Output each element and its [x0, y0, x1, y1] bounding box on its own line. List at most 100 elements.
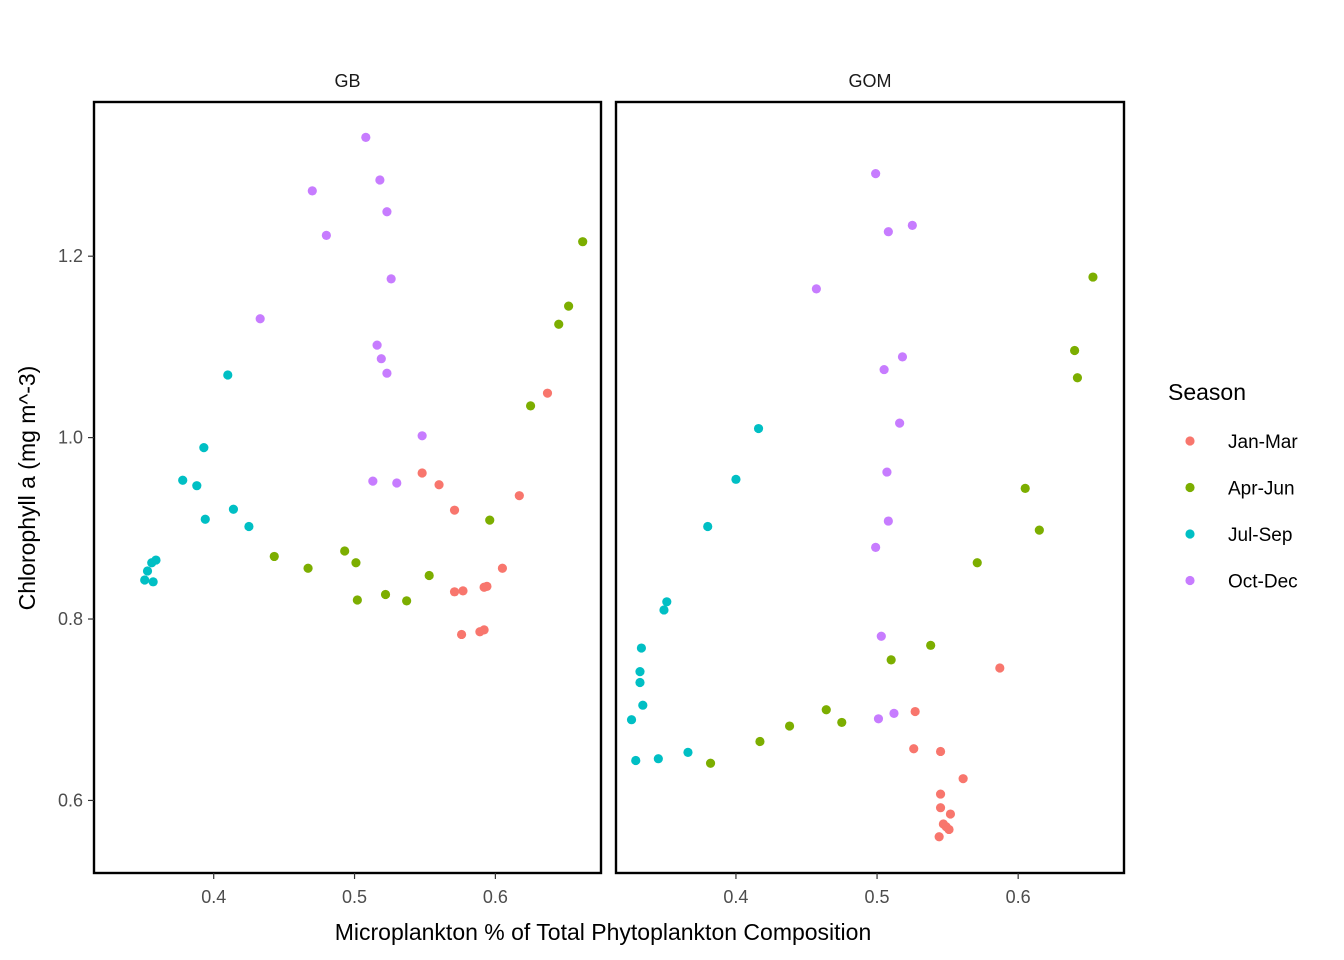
legend-key — [1185, 436, 1195, 446]
data-point — [883, 516, 893, 526]
data-point — [653, 754, 663, 764]
data-point — [897, 352, 908, 362]
data-point — [307, 186, 317, 196]
data-point — [368, 476, 378, 486]
data-point — [995, 663, 1005, 673]
data-point — [269, 551, 279, 562]
y-tick-label: 1.2 — [58, 246, 83, 266]
data-point — [578, 237, 588, 247]
data-point — [882, 467, 892, 477]
data-point — [753, 423, 764, 434]
data-point — [376, 354, 386, 364]
data-point — [456, 629, 467, 640]
data-point — [945, 809, 956, 819]
panel-border — [92, 100, 603, 875]
series-oct-dec — [811, 169, 917, 724]
axes-text: 0.4 0.5 0.6 0.6 0.8 1.0 1.2 0.4 0.5 0.6 — [58, 246, 1031, 907]
series-apr-jun — [705, 272, 1098, 768]
data-point — [148, 577, 158, 587]
data-point — [380, 589, 391, 600]
data-point — [417, 468, 427, 478]
data-point — [1072, 373, 1083, 383]
data-point — [178, 475, 188, 485]
series-jul-sep — [626, 423, 764, 766]
data-point — [731, 474, 741, 484]
data-point — [935, 746, 946, 757]
data-point — [382, 207, 392, 217]
x-tick-label: 0.6 — [1006, 887, 1031, 907]
panel-strip-label: GB — [334, 71, 360, 91]
data-point — [200, 514, 210, 524]
legend-label: Oct-Dec — [1228, 572, 1298, 593]
legend-item-apr-jun: Apr-Jun — [1185, 479, 1295, 500]
y-axis-title: Chlorophyll a (mg m^-3) — [14, 366, 40, 611]
data-point — [392, 478, 402, 488]
data-point — [958, 774, 968, 784]
series-oct-dec — [255, 132, 427, 488]
data-point — [1088, 272, 1098, 282]
data-point — [879, 364, 889, 375]
data-point — [662, 597, 672, 607]
data-point — [926, 640, 936, 650]
panels: GB GOM — [92, 71, 1126, 875]
data-point — [784, 721, 795, 731]
legend-label: Jul-Sep — [1228, 525, 1292, 546]
data-point — [479, 625, 489, 635]
data-point — [382, 368, 392, 378]
data-point — [321, 230, 331, 240]
x-tick-label: 0.5 — [342, 887, 367, 907]
data-point — [1034, 525, 1044, 535]
data-point — [631, 755, 641, 766]
data-point — [449, 505, 460, 515]
legend-item-oct-dec: Oct-Dec — [1185, 572, 1298, 593]
legend-label: Apr-Jun — [1228, 479, 1295, 500]
data-point — [636, 643, 647, 653]
legend-key — [1185, 575, 1195, 586]
data-point — [703, 521, 713, 532]
data-point — [821, 705, 831, 715]
data-point — [635, 677, 645, 688]
series-apr-jun — [269, 237, 588, 606]
data-point — [372, 340, 382, 350]
data-point — [223, 370, 233, 380]
y-tick-label: 0.6 — [58, 790, 83, 810]
data-point — [375, 175, 385, 185]
data-point — [972, 558, 982, 568]
legend-key — [1185, 529, 1195, 539]
x-tick-label: 0.4 — [201, 887, 226, 907]
legend-item-jan-mar: Jan-Mar — [1185, 432, 1298, 453]
data-point — [876, 631, 886, 641]
data-point — [542, 388, 553, 398]
data-point — [895, 418, 905, 428]
panel-border — [614, 100, 1126, 875]
legend-key — [1185, 482, 1195, 493]
x-tick-label: 0.5 — [865, 887, 890, 907]
data-point — [889, 708, 899, 718]
data-point — [871, 169, 881, 179]
data-point — [485, 515, 495, 525]
data-point — [449, 587, 460, 597]
data-point — [514, 491, 524, 501]
data-point — [907, 220, 917, 230]
data-point — [192, 481, 202, 491]
series-jul-sep — [140, 370, 254, 587]
data-point — [909, 744, 919, 754]
x-tick-label: 0.4 — [723, 887, 748, 907]
data-point — [1070, 345, 1080, 356]
data-point — [638, 700, 648, 710]
data-point — [659, 605, 669, 615]
x-tick-label: 0.6 — [483, 887, 508, 907]
series-jan-mar — [417, 388, 553, 640]
y-tick-label: 0.8 — [58, 609, 83, 629]
data-point — [255, 314, 265, 324]
data-point — [886, 655, 896, 665]
data-point — [497, 563, 508, 573]
x-axis-title: Microplankton % of Total Phytoplankton C… — [335, 919, 872, 945]
data-point — [837, 717, 847, 728]
data-point — [935, 789, 946, 799]
panel-gom: GOM — [614, 71, 1126, 875]
data-point — [352, 595, 362, 605]
data-point — [554, 319, 564, 329]
data-point — [683, 747, 693, 757]
